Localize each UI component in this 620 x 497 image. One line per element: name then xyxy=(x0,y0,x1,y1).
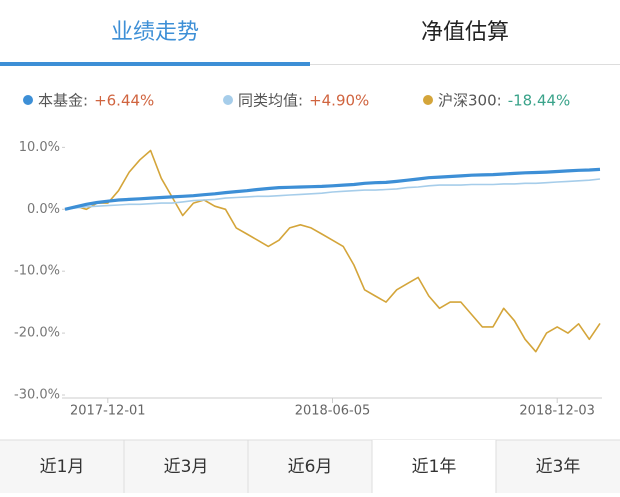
y-tick-label: 10.0% xyxy=(19,140,60,155)
range-button[interactable]: 近1年 xyxy=(412,457,457,477)
y-tick-label: -10.0% xyxy=(14,264,60,279)
tab[interactable]: 净值估算 xyxy=(421,20,509,45)
legend-label: 本基金: xyxy=(38,92,88,110)
legend-change: -18.44% xyxy=(508,92,571,110)
legend-label: 同类均值: xyxy=(238,92,303,110)
legend-marker xyxy=(423,95,433,105)
x-tick-label: 2018-06-05 xyxy=(295,404,371,419)
series-line xyxy=(64,149,601,353)
range-button[interactable]: 近6月 xyxy=(288,457,333,477)
series-line xyxy=(64,178,601,211)
range-button[interactable]: 近3月 xyxy=(164,457,209,477)
legend-change: +4.90% xyxy=(309,92,369,110)
range-button[interactable]: 近3年 xyxy=(536,457,581,477)
legend-label: 沪深300: xyxy=(438,92,502,110)
range-bar xyxy=(0,440,620,493)
x-tick-label: 2017-12-01 xyxy=(70,404,146,419)
y-tick-label: 0.0% xyxy=(27,202,60,217)
range-button[interactable]: 近1月 xyxy=(40,457,85,477)
range-active-bg xyxy=(372,440,496,493)
y-tick-label: -20.0% xyxy=(14,326,60,341)
series-line xyxy=(64,167,601,211)
legend-change: +6.44% xyxy=(94,92,154,110)
tab-active[interactable]: 业绩走势 xyxy=(111,20,199,45)
x-tick-label: 2018-12-03 xyxy=(519,404,595,419)
y-tick-label: -30.0% xyxy=(14,388,60,403)
legend-marker xyxy=(223,95,233,105)
legend-marker xyxy=(23,95,33,105)
tab-indicator xyxy=(0,62,310,66)
